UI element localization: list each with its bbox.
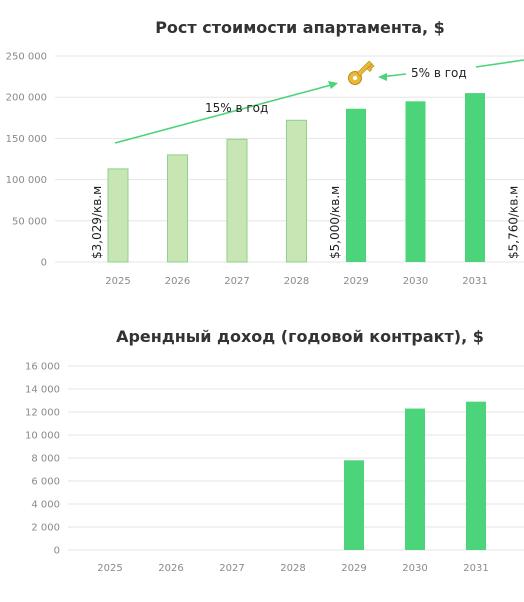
y-tick-label: 12 000 — [25, 408, 60, 419]
bar-2030 — [405, 101, 426, 262]
y-tick-label: 0 — [54, 546, 60, 557]
y-tick-label: 100 000 — [6, 175, 47, 186]
chart-2-gridlines — [68, 365, 524, 551]
bar-2031 — [466, 401, 486, 550]
y-tick-label: 14 000 — [25, 385, 60, 396]
x-tick-label: 2028 — [280, 563, 305, 574]
y-tick-label: 150 000 — [6, 134, 47, 145]
growth-label-late: 5% в год — [411, 66, 467, 80]
bar-2025 — [107, 168, 129, 263]
price-per-sqm-label: $5,760/кв.м — [507, 186, 521, 259]
chart-2-x-axis: 2025 2026 2027 2028 2029 2030 2031 — [97, 563, 488, 574]
key-icon — [348, 60, 375, 85]
y-tick-label: 16 000 — [25, 362, 60, 373]
bar-2030 — [405, 408, 425, 550]
chart-rental-income: Арендный доход (годовой контракт), $ 0 2 … — [25, 327, 524, 574]
y-tick-label: 4 000 — [31, 500, 60, 511]
y-tick-label: 6 000 — [31, 477, 60, 488]
bar-2029 — [346, 108, 366, 263]
bar-2028 — [286, 119, 307, 263]
x-tick-label: 2030 — [403, 276, 428, 287]
x-tick-label: 2028 — [284, 276, 309, 287]
chart-2-y-axis: 0 2 000 4 000 6 000 8 000 10 000 12 000 14 000 1… — [25, 362, 60, 557]
chart-apartment-value: Рост стоимости апартамента, $ 0 50 000 100… — [6, 18, 524, 287]
chart-1-y-axis: 0 50 000 100 000 150 000 200 000 250 000 — [6, 52, 47, 269]
chart-1-bars — [107, 93, 485, 263]
bar-2029 — [344, 460, 364, 550]
growth-label-early: 15% в год — [205, 101, 268, 115]
chart-1-title: Рост стоимости апартамента, $ — [155, 18, 445, 37]
chart-1-x-axis: 2025 2026 2027 2028 2029 2030 2031 — [105, 276, 487, 287]
x-tick-label: 2030 — [402, 563, 427, 574]
x-tick-label: 2031 — [463, 563, 488, 574]
bar-2027 — [226, 138, 248, 263]
growth-trend-late — [378, 59, 524, 81]
y-tick-label: 200 000 — [6, 93, 47, 104]
x-tick-label: 2029 — [343, 276, 368, 287]
y-tick-label: 10 000 — [25, 431, 60, 442]
x-tick-label: 2027 — [219, 563, 244, 574]
y-tick-label: 8 000 — [31, 454, 60, 465]
x-tick-label: 2027 — [224, 276, 249, 287]
price-per-sqm-label: $5,000/кв.м — [328, 186, 342, 259]
chart-1-price-labels: $3,029/кв.м $5,000/кв.м $5,760/кв.м — [90, 186, 521, 259]
x-tick-label: 2026 — [158, 563, 183, 574]
y-tick-label: 250 000 — [6, 52, 47, 63]
x-tick-label: 2025 — [97, 563, 122, 574]
x-tick-label: 2031 — [462, 276, 487, 287]
x-tick-label: 2026 — [165, 276, 190, 287]
bar-2026 — [167, 154, 188, 263]
y-tick-label: 0 — [41, 258, 47, 269]
chart-2-title: Арендный доход (годовой контракт), $ — [116, 327, 484, 346]
y-tick-label: 2 000 — [31, 523, 60, 534]
x-tick-label: 2025 — [105, 276, 130, 287]
bar-2031 — [465, 93, 485, 262]
growth-trend-early — [114, 81, 338, 144]
price-per-sqm-label: $3,029/кв.м — [90, 186, 104, 259]
chart-2-bars — [344, 401, 486, 550]
x-tick-label: 2029 — [341, 563, 366, 574]
y-tick-label: 50 000 — [12, 216, 47, 227]
